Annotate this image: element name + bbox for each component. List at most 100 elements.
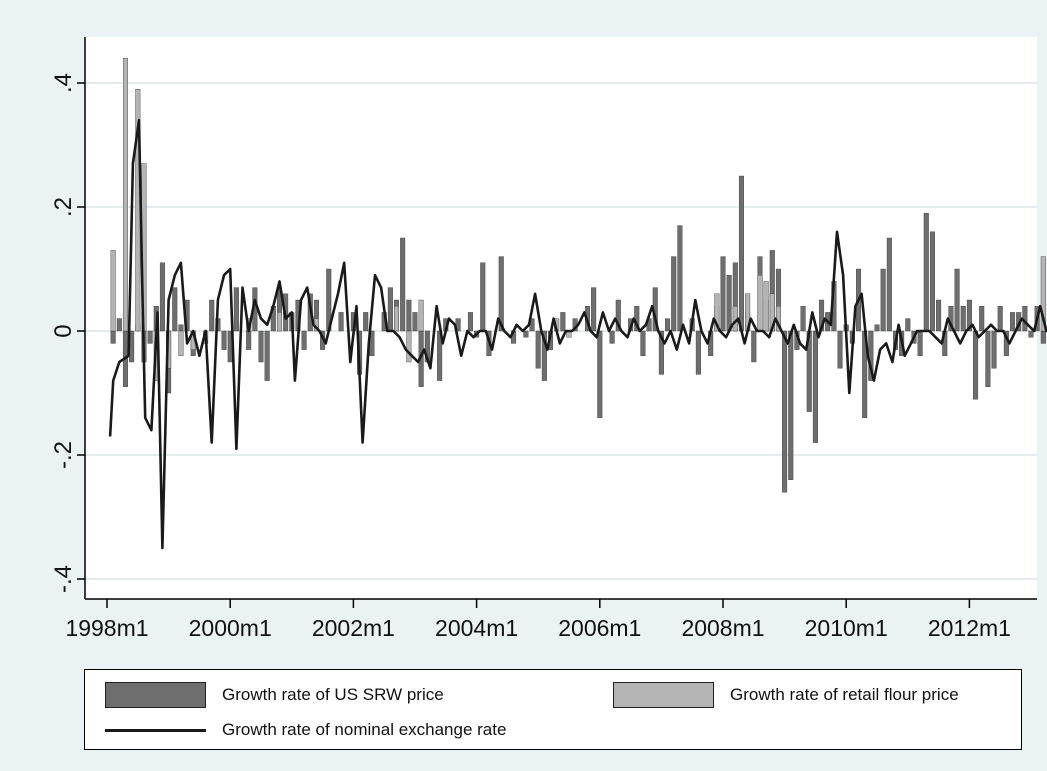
chart-bar bbox=[178, 324, 184, 332]
chart-bar bbox=[991, 330, 997, 369]
chart-bar bbox=[122, 58, 128, 332]
chart-bar bbox=[997, 306, 1003, 332]
chart-bar bbox=[159, 262, 165, 332]
chart-bar bbox=[714, 293, 720, 332]
legend-item-retail-flour: Growth rate of retail flour price bbox=[613, 682, 959, 708]
chart-bar bbox=[560, 312, 566, 332]
chart-bar bbox=[929, 231, 935, 332]
chart-bar bbox=[412, 312, 418, 332]
legend-swatch-us-srw bbox=[105, 682, 206, 708]
chart-bar bbox=[973, 330, 979, 400]
chart-bar bbox=[301, 330, 307, 350]
chart-bar bbox=[954, 268, 960, 332]
chart-bar bbox=[209, 299, 215, 332]
legend: Growth rate of US SRW price Growth rate … bbox=[84, 669, 1022, 750]
chart-bar bbox=[979, 306, 985, 332]
chart-bar bbox=[640, 330, 646, 356]
chart-bar bbox=[258, 330, 264, 363]
chart-bar bbox=[221, 330, 227, 350]
chart-bar bbox=[597, 330, 603, 419]
chart-bar bbox=[394, 306, 400, 332]
chart-bar bbox=[363, 312, 369, 332]
chart-bar bbox=[923, 212, 929, 332]
x-tick-label: 2002m1 bbox=[312, 615, 395, 641]
legend-item-exchange-rate: Growth rate of nominal exchange rate bbox=[105, 720, 506, 740]
chart-bar bbox=[406, 299, 412, 332]
chart-bar bbox=[966, 299, 972, 332]
chart-bar bbox=[615, 299, 621, 332]
chart-bar bbox=[1010, 312, 1016, 332]
legend-swatch-exchange-rate bbox=[105, 728, 206, 732]
chart-bar bbox=[917, 330, 923, 356]
x-tick-label: 2012m1 bbox=[928, 615, 1011, 641]
bars-layer bbox=[110, 58, 1047, 493]
chart-bar bbox=[837, 330, 843, 369]
chart-bar bbox=[874, 324, 880, 332]
chart-bar bbox=[1028, 330, 1034, 338]
chart-bar bbox=[418, 299, 424, 332]
chart-bar bbox=[960, 306, 966, 332]
chart-bar bbox=[387, 287, 393, 332]
chart-bar bbox=[467, 312, 473, 332]
chart-bar bbox=[757, 275, 763, 332]
chart-bar bbox=[233, 287, 239, 332]
legend-label-retail-flour: Growth rate of retail flour price bbox=[730, 685, 959, 704]
legend-label-us-srw: Growth rate of US SRW price bbox=[222, 685, 444, 704]
chart-bar bbox=[751, 330, 757, 363]
chart-bar bbox=[936, 299, 942, 332]
line-layer bbox=[108, 118, 1047, 550]
chart-bar bbox=[1040, 256, 1046, 332]
chart-bar bbox=[523, 330, 529, 338]
chart-bar bbox=[400, 237, 406, 332]
x-tick-label: 2008m1 bbox=[681, 615, 764, 641]
legend-swatch-retail-flour bbox=[613, 682, 714, 708]
chart-bar bbox=[147, 330, 153, 344]
chart-bar bbox=[246, 330, 252, 350]
chart-bar bbox=[720, 256, 726, 332]
chart-bar bbox=[264, 330, 270, 381]
x-tick-label: 1998m1 bbox=[65, 615, 148, 641]
y-tick-label: 0 bbox=[50, 324, 77, 337]
chart-bar bbox=[800, 306, 806, 332]
chart-bar bbox=[110, 250, 116, 332]
chart-bar bbox=[480, 262, 486, 332]
chart-bar bbox=[738, 175, 744, 332]
legend-item-us-srw: Growth rate of US SRW price bbox=[105, 682, 444, 708]
axes-layer: -.4 -.2 0 .2 .4 1998m1 2000m1 2002m1 2004m1 2006m… bbox=[50, 37, 1037, 641]
y-tick-label: -.4 bbox=[50, 565, 77, 593]
chart-bar bbox=[695, 330, 701, 375]
chart-bar bbox=[116, 318, 122, 332]
y-tick-label: -.2 bbox=[50, 441, 77, 469]
x-tick-label: 2000m1 bbox=[189, 615, 272, 641]
chart-bar bbox=[338, 312, 344, 332]
x-tick-label: 2010m1 bbox=[805, 615, 888, 641]
chart-bar bbox=[178, 330, 184, 356]
chart-bar bbox=[658, 330, 664, 375]
chart-bar bbox=[541, 330, 547, 381]
chart-bar bbox=[812, 330, 818, 443]
chart-bar bbox=[110, 330, 116, 344]
chart-bar bbox=[535, 330, 541, 369]
chart-bar bbox=[406, 330, 412, 363]
y-tick-label: .2 bbox=[50, 197, 77, 217]
chart-bar bbox=[609, 330, 615, 344]
chart-bar bbox=[985, 330, 991, 387]
legend-label-exchange-rate: Growth rate of nominal exchange rate bbox=[222, 720, 507, 739]
y-tick-label: .4 bbox=[50, 73, 77, 93]
chart-bar bbox=[498, 256, 504, 332]
chart-bar bbox=[591, 287, 597, 332]
x-tick-label: 2004m1 bbox=[435, 615, 518, 641]
chart-bar bbox=[665, 318, 671, 332]
series-line bbox=[108, 118, 1047, 550]
chart-bar bbox=[677, 225, 683, 332]
chart-bar bbox=[276, 312, 282, 332]
chart-bar bbox=[726, 275, 732, 332]
chart-bar bbox=[880, 268, 886, 332]
chart-bar bbox=[905, 318, 911, 332]
x-tick-label: 2006m1 bbox=[558, 615, 641, 641]
chart-bar bbox=[172, 287, 178, 332]
chart-bar bbox=[671, 256, 677, 332]
chart-bar bbox=[886, 237, 892, 332]
